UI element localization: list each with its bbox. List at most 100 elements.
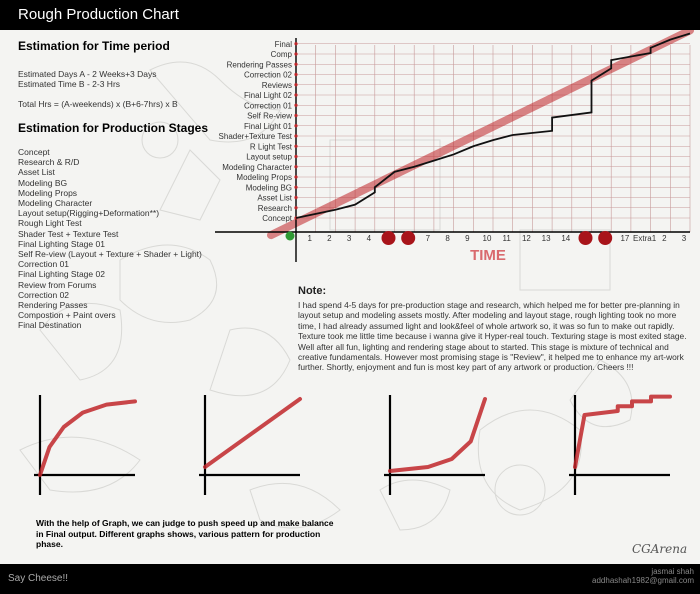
x-tick-label: 3 — [682, 234, 687, 243]
highlight-day-dot — [598, 231, 613, 245]
author-name: jasmai shah — [651, 567, 694, 576]
stage-item: Review from Forums — [18, 279, 97, 290]
x-tick-label: 10 — [483, 234, 492, 243]
note-text: I had spend 4-5 days for pre-production … — [298, 300, 687, 373]
x-tick-label: 11 — [503, 234, 512, 243]
highlight-day-dot — [578, 231, 593, 245]
time-period-heading: Estimation for Time period — [18, 39, 170, 53]
author-email: addhashah1982@gmail.com — [592, 576, 694, 585]
x-tick-label: 7 — [426, 234, 431, 243]
stage-item: Concept — [18, 147, 50, 157]
stage-item: Compostion + Paint overs — [18, 310, 116, 321]
x-tick-label: 1 — [307, 234, 312, 243]
graph-caption: With the help of Graph, we can judge to … — [36, 518, 334, 549]
x-tick-label: 8 — [445, 234, 450, 243]
y-category-label: Shader+Texture Test — [219, 132, 293, 141]
mini-graph-curve — [38, 399, 137, 477]
stages-list: Concept Research & R/D Asset List Modeling … — [18, 147, 202, 331]
stage-item: Rough Light Test — [18, 218, 82, 229]
y-category-label: Modeling Character — [222, 163, 292, 172]
x-tick-label: Extra1 — [633, 234, 657, 243]
y-tick-dot — [294, 154, 298, 159]
y-category-label: Correction 01 — [244, 101, 293, 110]
x-tick-label: 13 — [542, 234, 551, 243]
stage-item: Shader Test + Texture Test — [18, 228, 119, 239]
y-tick-dot — [294, 103, 298, 107]
y-category-label: Reviews — [262, 81, 292, 90]
y-category-label: Modeling BG — [246, 183, 292, 192]
y-category-label: Rendering Passes — [227, 60, 292, 69]
time-period-line-1: Estimated Days A - 2 Weeks+3 Days — [18, 69, 157, 79]
highlight-day-dot — [401, 231, 416, 245]
y-category-label: Final Light 01 — [244, 122, 293, 131]
x-tick-label: 14 — [561, 234, 570, 243]
stage-item: Self Re-view (Layout + Texture + Shader … — [18, 249, 202, 260]
time-period-line-2: Estimated Time B - 2-3 Hrs — [18, 79, 121, 89]
y-tick-dot — [294, 195, 298, 200]
y-tick-dot — [294, 124, 298, 128]
y-tick-dot — [294, 144, 298, 148]
stage-item: Final Lighting Stage 01 — [18, 238, 105, 249]
x-axis-label: TIME — [470, 247, 506, 264]
stage-item: Asset List — [18, 167, 55, 178]
y-category-label: R Light Test — [250, 142, 293, 151]
time-period-formula: Total Hrs = (A-weekends) x (B+6-7hrs) x … — [18, 99, 178, 109]
y-tick-dot — [294, 83, 298, 87]
x-tick-label: 2 — [662, 234, 667, 243]
y-category-label: Modeling Props — [236, 173, 292, 182]
stage-item: Layout setup(Rigging+Deformation**) — [18, 208, 160, 219]
brand-signature: CGArena — [632, 542, 688, 556]
trend-band — [267, 30, 694, 240]
note-title: Note: — [298, 285, 327, 297]
y-tick-dot — [294, 52, 298, 56]
y-tick-dot — [294, 62, 298, 66]
stage-item: Final Lighting Stage 02 — [18, 269, 105, 280]
footer-text: Say Cheese!! — [8, 573, 69, 584]
mini-graph-exponential — [388, 397, 487, 473]
y-category-label: Self Re-view — [247, 112, 292, 121]
y-tick-dot — [294, 42, 298, 46]
stage-item: Final Destination — [18, 320, 82, 331]
footer-bar: Say Cheese!! jasmai shah addhashah1982@g… — [0, 564, 700, 594]
x-tick-label: 12 — [522, 234, 531, 243]
x-tick-label: 2 — [327, 234, 332, 243]
y-category-label: Final Light 02 — [244, 91, 293, 100]
stage-item: Correction 01 — [18, 259, 70, 270]
x-tick-label: 9 — [465, 234, 470, 243]
stage-item: Correction 02 — [18, 289, 70, 300]
y-tick-dot — [294, 134, 298, 138]
mini-graph-step — [573, 394, 672, 469]
y-tick-dot — [294, 185, 298, 189]
stage-item: Research & R/D — [18, 157, 80, 168]
y-category-label: Asset List — [257, 194, 292, 203]
y-tick-dot — [294, 206, 298, 210]
pattern-graphs — [34, 394, 672, 495]
stage-item: Modeling Props — [18, 187, 78, 198]
y-category-label: Concept — [262, 214, 293, 223]
y-tick-dot — [294, 175, 298, 179]
x-tick-label: 17 — [620, 234, 629, 243]
stages-heading: Estimation for Production Stages — [18, 121, 209, 135]
y-tick-dot — [294, 72, 298, 77]
author-credit: jasmai shah addhashah1982@gmail.com — [592, 567, 694, 585]
highlight-day-dot — [381, 231, 396, 245]
title-bar: Rough Production Chart — [0, 0, 700, 30]
stage-item: Modeling Character — [18, 198, 93, 209]
stage-item: Modeling BG — [18, 177, 68, 188]
y-category-label: Final — [275, 40, 293, 49]
mini-graph-linear — [203, 397, 302, 469]
start-marker — [285, 231, 295, 241]
y-tick-dot — [294, 93, 298, 97]
x-tick-label: 3 — [347, 234, 352, 243]
progress-line — [295, 32, 691, 219]
y-category-label: Comp — [271, 50, 293, 59]
page-title: Rough Production Chart — [18, 6, 179, 23]
y-category-label: Correction 02 — [244, 71, 293, 80]
y-tick-dot — [294, 165, 298, 169]
stage-item: Rendering Passes — [18, 300, 88, 311]
y-category-label: Research — [258, 204, 292, 213]
x-tick-label: 4 — [367, 234, 372, 243]
y-category-label: Layout setup — [246, 153, 292, 162]
y-tick-dot — [294, 113, 298, 118]
